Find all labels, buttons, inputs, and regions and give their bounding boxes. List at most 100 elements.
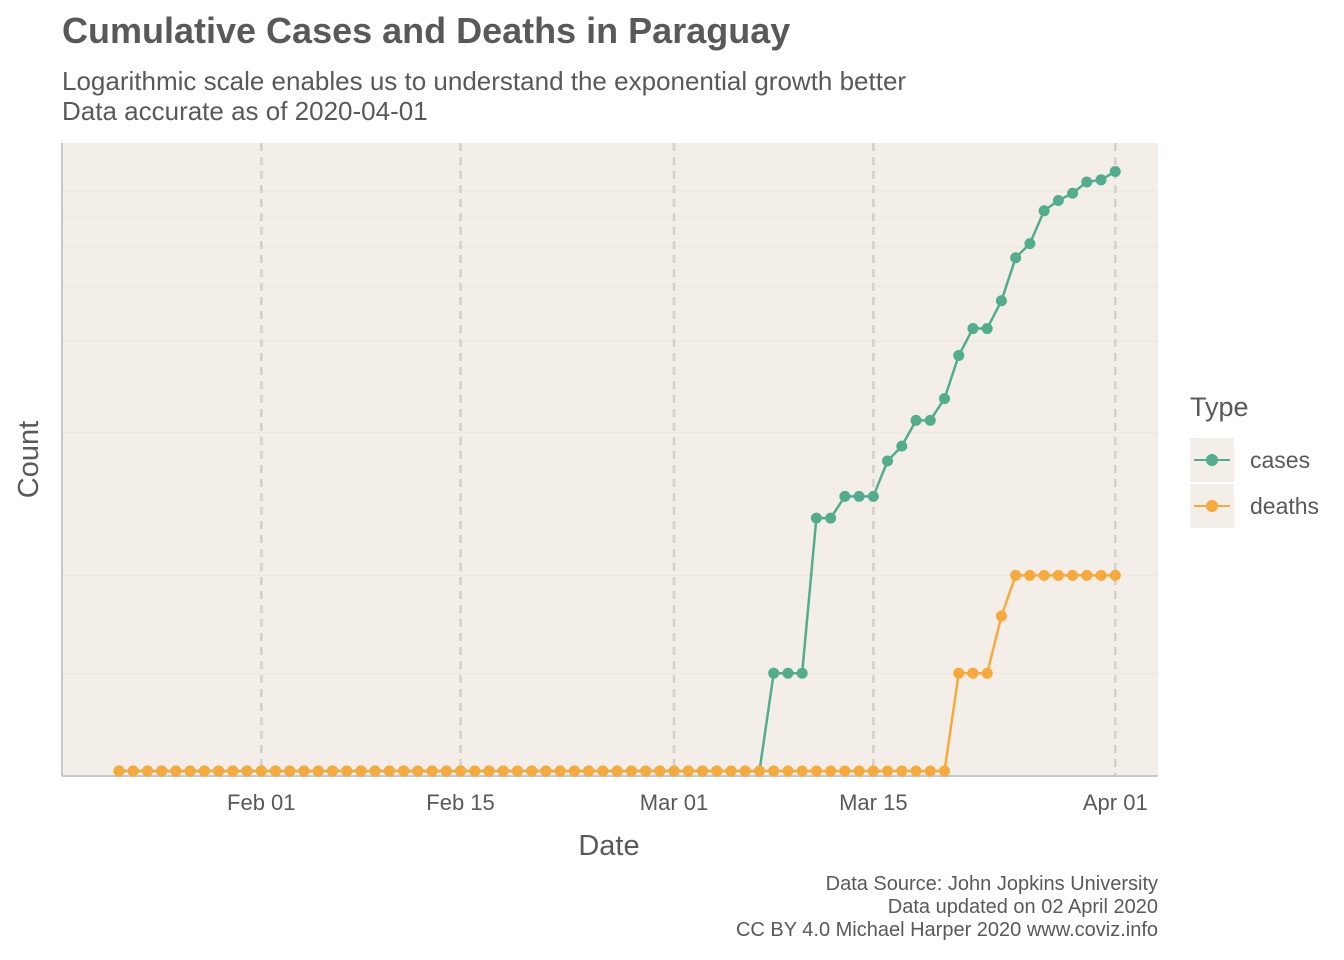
data-point-deaths	[440, 765, 452, 777]
data-point-deaths	[213, 765, 225, 777]
data-point-deaths	[725, 765, 737, 777]
data-point-cases	[981, 323, 993, 335]
data-point-deaths	[1081, 569, 1093, 581]
data-point-deaths	[583, 765, 595, 777]
data-point-deaths	[412, 765, 424, 777]
data-point-deaths	[1095, 569, 1107, 581]
data-point-deaths	[170, 765, 182, 777]
data-point-deaths	[554, 765, 566, 777]
data-point-deaths	[896, 765, 908, 777]
data-point-deaths	[597, 765, 609, 777]
data-point-cases	[967, 323, 979, 335]
data-point-cases	[1052, 194, 1064, 206]
data-point-cases	[882, 455, 894, 467]
chart-title: Cumulative Cases and Deaths in Paraguay	[62, 10, 791, 51]
y-axis-title: Count	[13, 421, 45, 498]
data-point-deaths	[739, 765, 751, 777]
legend-label-cases: cases	[1250, 446, 1311, 473]
legend: Type cases deaths	[1190, 392, 1319, 529]
data-point-deaths	[796, 765, 808, 777]
data-point-deaths	[853, 765, 865, 777]
data-point-cases	[924, 414, 936, 426]
data-point-deaths	[1024, 569, 1036, 581]
data-point-cases	[782, 667, 794, 679]
data-point-deaths	[369, 765, 381, 777]
data-point-deaths	[654, 765, 666, 777]
data-point-deaths	[426, 765, 438, 777]
data-point-deaths	[1109, 569, 1121, 581]
data-point-deaths	[156, 765, 168, 777]
data-point-deaths	[141, 765, 153, 777]
data-point-deaths	[782, 765, 794, 777]
data-point-deaths	[711, 765, 723, 777]
data-point-cases	[1024, 238, 1036, 250]
legend-item-cases: cases	[1190, 437, 1319, 483]
data-point-cases	[853, 490, 865, 502]
data-point-cases	[1038, 205, 1050, 217]
data-point-deaths	[511, 765, 523, 777]
data-point-deaths	[341, 765, 353, 777]
x-tick-label: Mar 15	[839, 790, 907, 815]
data-point-deaths	[227, 765, 239, 777]
data-point-deaths	[697, 765, 709, 777]
data-point-deaths	[938, 765, 950, 777]
data-point-cases	[1095, 174, 1107, 186]
data-point-deaths	[455, 765, 467, 777]
data-point-cases	[896, 440, 908, 452]
data-point-deaths	[255, 765, 267, 777]
x-tick-label: Mar 01	[640, 790, 708, 815]
data-point-deaths	[298, 765, 310, 777]
data-point-deaths	[540, 765, 552, 777]
data-point-deaths	[241, 765, 253, 777]
chart-caption: Data Source: John Jopkins University Dat…	[736, 873, 1158, 942]
data-point-deaths	[469, 765, 481, 777]
data-point-deaths	[953, 667, 965, 679]
data-point-cases	[1109, 165, 1121, 177]
data-point-cases	[910, 414, 922, 426]
chart-subtitle: Logarithmic scale enables us to understa…	[62, 66, 906, 126]
data-point-deaths	[355, 765, 367, 777]
data-point-deaths	[768, 765, 780, 777]
data-point-deaths	[981, 667, 993, 679]
legend-key-cases	[1190, 438, 1234, 482]
data-point-deaths	[398, 765, 410, 777]
data-point-cases	[938, 393, 950, 405]
data-point-deaths	[1010, 569, 1022, 581]
x-tick-label: Feb 15	[426, 790, 495, 815]
data-point-cases	[796, 667, 808, 679]
data-point-deaths	[113, 765, 125, 777]
data-point-deaths	[326, 765, 338, 777]
data-point-deaths	[483, 765, 495, 777]
data-point-cases	[995, 295, 1007, 307]
data-point-cases	[867, 490, 879, 502]
data-point-deaths	[127, 765, 139, 777]
subtitle-line-1: Logarithmic scale enables us to understa…	[62, 66, 907, 96]
caption-line-1: Data Source: John Jopkins University	[825, 873, 1158, 895]
data-point-cases	[1081, 176, 1093, 188]
data-point-deaths	[753, 765, 765, 777]
data-point-deaths	[198, 765, 210, 777]
data-point-deaths	[1067, 569, 1079, 581]
x-tick-label: Apr 01	[1083, 790, 1148, 815]
data-point-deaths	[383, 765, 395, 777]
data-point-deaths	[1038, 569, 1050, 581]
data-point-deaths	[924, 765, 936, 777]
data-point-deaths	[312, 765, 324, 777]
data-point-deaths	[867, 765, 879, 777]
data-point-deaths	[995, 610, 1007, 622]
legend-title: Type	[1190, 392, 1249, 422]
x-axis-title: Date	[578, 830, 639, 862]
data-point-deaths	[839, 765, 851, 777]
data-point-deaths	[967, 667, 979, 679]
data-point-deaths	[682, 765, 694, 777]
data-point-cases	[768, 667, 780, 679]
data-point-deaths	[625, 765, 637, 777]
data-point-deaths	[825, 765, 837, 777]
data-point-cases	[1067, 187, 1079, 199]
caption-line-3: CC BY 4.0 Michael Harper 2020 www.coviz.…	[735, 919, 1158, 941]
data-point-deaths	[526, 765, 538, 777]
legend-label-deaths: deaths	[1250, 492, 1320, 519]
data-point-deaths	[640, 765, 652, 777]
data-point-deaths	[497, 765, 509, 777]
